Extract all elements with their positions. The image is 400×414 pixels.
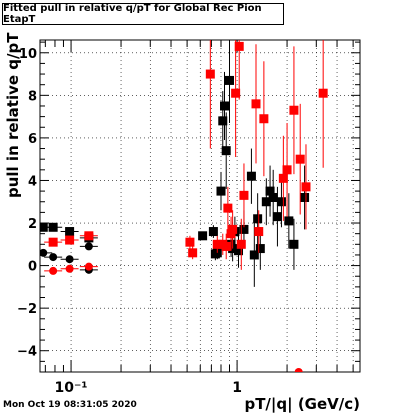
data-point <box>223 203 233 213</box>
data-point <box>261 197 271 207</box>
data-point <box>268 192 278 202</box>
data-point <box>251 99 261 109</box>
data-point <box>276 197 286 207</box>
y-tick-label: 4 <box>28 174 37 189</box>
data-point <box>259 114 269 124</box>
data-point <box>289 105 299 115</box>
data-point <box>49 266 58 275</box>
data-point <box>208 227 218 237</box>
data-layer <box>40 40 328 372</box>
data-point <box>188 248 198 258</box>
data-point <box>220 101 230 111</box>
data-point <box>218 116 228 126</box>
data-point <box>234 41 244 51</box>
data-point <box>300 192 310 202</box>
data-point <box>294 368 303 372</box>
y-tick-label: 0 <box>28 260 37 275</box>
data-point <box>48 237 58 247</box>
data-point <box>40 248 48 257</box>
data-point <box>212 239 222 249</box>
data-point <box>221 146 231 156</box>
data-point <box>254 227 264 237</box>
y-tick-label: 6 <box>28 132 37 147</box>
data-point <box>289 239 299 249</box>
data-point <box>234 246 244 256</box>
data-point <box>48 222 58 232</box>
x-tick-label: 1 <box>232 380 242 396</box>
data-point <box>185 237 195 247</box>
data-point <box>239 190 249 200</box>
data-point <box>84 231 94 241</box>
data-point <box>301 182 311 192</box>
data-point <box>84 262 93 271</box>
data-point <box>224 75 234 85</box>
data-point <box>198 231 208 241</box>
y-tick-label: 8 <box>28 89 37 104</box>
y-tick-label: −2 <box>17 302 37 317</box>
data-point <box>249 250 259 260</box>
data-point <box>65 235 75 245</box>
data-point <box>84 242 93 251</box>
data-point <box>49 253 58 262</box>
data-point <box>265 186 275 196</box>
data-point <box>278 173 288 183</box>
chart-title: Fitted pull in relative q/pT for Global … <box>2 3 284 25</box>
data-point <box>236 239 246 249</box>
data-point <box>318 88 328 98</box>
x-tick-label: 10⁻¹ <box>55 380 88 396</box>
data-point <box>246 171 256 181</box>
data-point <box>295 154 305 164</box>
data-point <box>253 214 263 224</box>
data-point <box>65 255 74 264</box>
y-tick-label: 10 <box>19 47 37 62</box>
timestamp: Mon Oct 19 08:31:05 2020 <box>3 400 137 410</box>
data-point <box>65 264 74 273</box>
data-point <box>205 69 215 79</box>
y-axis-label: pull in relative q/pT <box>4 32 22 198</box>
data-point <box>65 227 75 237</box>
data-point <box>272 212 282 222</box>
data-point <box>216 186 226 196</box>
data-point <box>255 244 265 254</box>
data-point <box>228 224 238 234</box>
data-point <box>221 241 231 251</box>
data-point <box>40 222 48 232</box>
data-point <box>284 216 294 226</box>
data-point <box>239 224 249 234</box>
data-point <box>282 165 292 175</box>
x-axis-label: pT/|q| (GeV/c) <box>244 395 360 413</box>
y-tick-label: 2 <box>28 217 37 232</box>
plot-frame <box>39 39 361 373</box>
y-tick-label: −4 <box>17 345 37 360</box>
data-point <box>231 88 241 98</box>
